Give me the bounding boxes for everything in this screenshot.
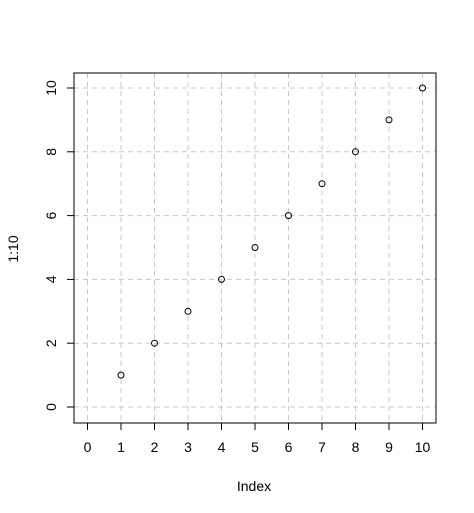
x-tick-label-4: 4 [218, 439, 226, 455]
y-tick-label-0: 0 [43, 403, 59, 411]
data-point-4 [218, 275, 225, 283]
data-point-2 [151, 339, 158, 347]
x-axis: 0 1 2 3 4 5 6 7 8 9 10 [84, 423, 431, 455]
x-axis-title: Index [237, 478, 271, 494]
y-tick-label-8: 8 [43, 148, 59, 156]
x-tick-label-2: 2 [151, 439, 159, 455]
x-tick-label-7: 7 [318, 439, 326, 455]
y-axis-title: 1:10 [5, 235, 21, 262]
y-tick-label-6: 6 [43, 211, 59, 219]
x-tick-label-6: 6 [285, 439, 293, 455]
data-point-3 [184, 307, 192, 315]
data-point-10 [419, 84, 426, 92]
data-point-9 [385, 116, 393, 124]
data-point-7 [318, 180, 326, 188]
x-tick-label-3: 3 [184, 439, 192, 455]
y-axis: 0 2 4 6 8 10 [43, 80, 74, 411]
y-tick-label-10: 10 [43, 80, 59, 96]
x-tick-label-9: 9 [385, 439, 393, 455]
data-point-1 [117, 371, 125, 379]
grid-lines [74, 73, 436, 423]
x-tick-label-10: 10 [415, 439, 431, 455]
x-tick-label-1: 1 [117, 439, 125, 455]
data-point-6 [285, 212, 292, 220]
x-tick-label-0: 0 [84, 439, 92, 455]
x-tick-label-8: 8 [352, 439, 360, 455]
data-point-5 [251, 244, 259, 251]
y-tick-label-4: 4 [43, 275, 59, 283]
data-points [117, 84, 426, 379]
y-tick-label-2: 2 [43, 339, 59, 347]
data-point-8 [352, 148, 359, 156]
x-tick-label-5: 5 [251, 439, 259, 455]
